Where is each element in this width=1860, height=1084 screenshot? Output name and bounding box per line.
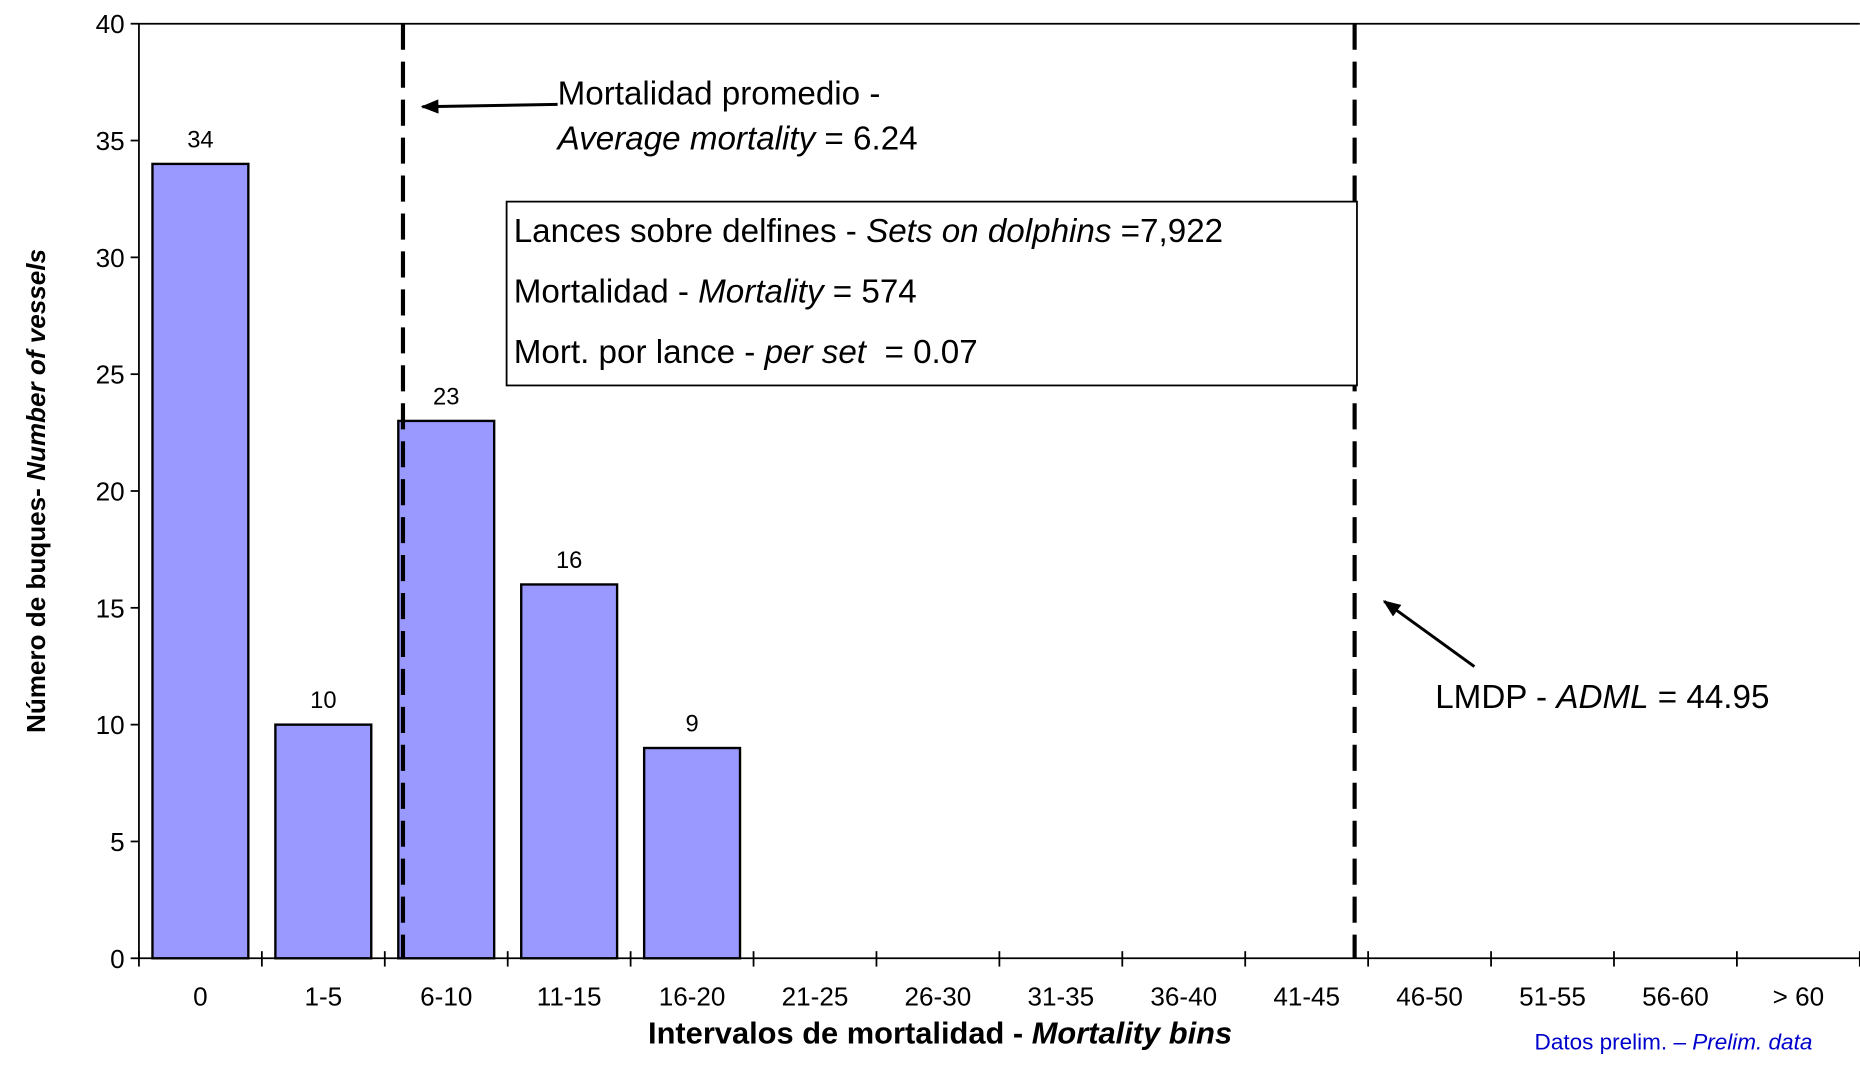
info-line: Lances sobre delfines - Sets on dolphins… (514, 213, 1223, 250)
x-tick-label: 36-40 (1150, 982, 1217, 1012)
info-line-part: = 574 (824, 273, 917, 310)
x-tick-label: > 60 (1773, 982, 1824, 1012)
footnote-part: Datos prelim. – (1535, 1030, 1693, 1055)
bar (520, 583, 619, 960)
info-line-part: Mortality (698, 273, 826, 310)
info-line-part: Sets on dolphins (866, 213, 1111, 250)
footnote: Datos prelim. – Prelim. data (1535, 1030, 1813, 1055)
reference-label-part: = 6.24 (815, 120, 917, 157)
y-axis-title: Número de buques- Number of vessels (21, 249, 51, 733)
info-line-part: per set (764, 334, 868, 371)
x-axis-title-part: Mortality bins (1032, 1016, 1232, 1051)
x-tick-label: 26-30 (905, 982, 972, 1012)
x-tick-label: 1-5 (304, 982, 342, 1012)
arrow (1382, 600, 1476, 668)
info-line: Mort. por lance - per set = 0.07 (514, 334, 978, 371)
data-label: 10 (310, 688, 336, 714)
y-tick-label: 25 (96, 360, 125, 390)
info-line: Mortalidad - Mortality = 574 (514, 273, 917, 310)
y-tick-label: 20 (96, 476, 125, 506)
x-tick-label: 0 (193, 982, 208, 1012)
x-axis-title: Intervalos de mortalidad - Mortality bin… (648, 1016, 1232, 1051)
x-axis-title-part: Intervalos de mortalidad - (648, 1016, 1032, 1051)
reference-label-part: Mortalidad promedio - (558, 75, 881, 112)
reference-label-part: Average mortality (556, 120, 818, 157)
bar (397, 419, 496, 960)
arrow (420, 99, 558, 114)
bar (151, 162, 250, 960)
y-tick-label: 30 (96, 243, 125, 273)
y-tick-label: 35 (96, 126, 125, 156)
info-line-part: Lances sobre delfines - (514, 213, 866, 250)
x-tick-label: 16-20 (659, 982, 726, 1012)
data-label: 16 (556, 548, 582, 574)
reference-label: Average mortality = 6.24 (556, 120, 918, 157)
x-tick-label: 6-10 (420, 982, 472, 1012)
y-tick-label: 10 (96, 710, 125, 740)
x-tick-label: 21-25 (782, 982, 849, 1012)
x-tick-label: 11-15 (537, 982, 602, 1012)
data-label: 23 (433, 384, 459, 410)
x-tick-label: 56-60 (1642, 982, 1709, 1012)
info-line-part: Mortalidad - (514, 273, 698, 310)
x-tick-label: 46-50 (1396, 982, 1463, 1012)
y-tick-label: 0 (110, 944, 125, 974)
reference-label: Mortalidad promedio - (558, 75, 881, 112)
bar (274, 723, 373, 960)
footnote-part: Prelim. data (1692, 1030, 1812, 1055)
x-tick-label: 51-55 (1519, 982, 1586, 1012)
reference-label-part: ADML (1554, 679, 1648, 716)
data-label: 34 (187, 127, 213, 153)
x-tick-label: 41-45 (1273, 982, 1340, 1012)
info-line-part: =7,922 (1111, 213, 1223, 250)
y-tick-label: 15 (96, 593, 125, 623)
reference-label-part: = 44.95 (1649, 679, 1770, 716)
y-tick-label: 5 (110, 827, 125, 857)
y-tick-label: 40 (96, 9, 125, 39)
bar (642, 746, 742, 960)
info-line-part: Mort. por lance - (514, 334, 765, 371)
reference-label-part: LMDP - (1435, 679, 1556, 716)
y-axis-title-part: Número de buques- (21, 481, 51, 733)
info-box (505, 200, 1358, 387)
info-line-part: = 0.07 (866, 334, 978, 371)
x-tick-label: 31-35 (1027, 982, 1094, 1012)
data-label: 9 (685, 711, 698, 737)
reference-label: LMDP - ADML = 44.95 (1435, 679, 1769, 716)
y-axis-title-part: Number of vessels (21, 249, 51, 481)
